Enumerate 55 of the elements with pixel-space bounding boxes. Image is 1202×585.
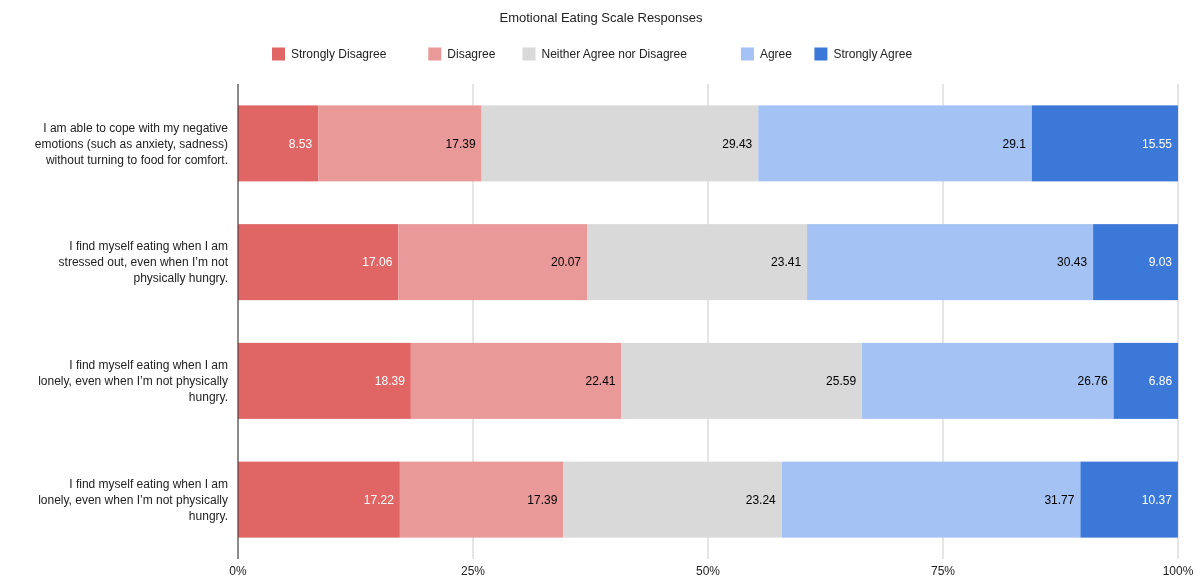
data-label: 20.07 xyxy=(550,255,582,270)
data-label: 8.53 xyxy=(288,136,313,151)
data-label: 15.55 xyxy=(1141,136,1173,151)
bar xyxy=(1031,105,1178,182)
bar xyxy=(238,461,400,538)
data-label: 10.37 xyxy=(1141,492,1173,507)
data-label: 30.43 xyxy=(1057,255,1088,270)
data-label: 31.77 xyxy=(1044,492,1075,507)
data-label: 17.39 xyxy=(445,136,476,151)
data-label: 17.39 xyxy=(527,492,558,507)
bar xyxy=(398,224,588,301)
data-label: 17.06 xyxy=(362,255,393,270)
legend-label: Neither Agree nor Disagree xyxy=(541,47,688,62)
bar xyxy=(781,461,1081,538)
data-label: 23.41 xyxy=(771,255,802,270)
data-label: 9.03 xyxy=(1148,255,1173,270)
legend-label: Strongly Agree xyxy=(833,47,913,62)
bar xyxy=(238,342,411,419)
data-label: 22.41 xyxy=(585,374,616,389)
bar xyxy=(238,224,399,301)
x-tick-label: 0% xyxy=(229,564,247,578)
bar xyxy=(1080,461,1178,538)
bar xyxy=(410,342,622,419)
bar xyxy=(758,105,1032,182)
bar xyxy=(1093,224,1178,301)
bar xyxy=(621,342,863,419)
legend-label: Disagree xyxy=(447,47,496,62)
data-label: 23.24 xyxy=(745,492,777,507)
bar xyxy=(238,105,319,182)
x-tick-label: 75% xyxy=(930,564,956,578)
y-tick-label: I am able to cope with my negative emotions (such as anxiety, sadness) without turning to food for comfort. xyxy=(34,120,229,167)
x-tick-label: 100% xyxy=(1162,564,1194,578)
bar xyxy=(318,105,482,182)
bar xyxy=(587,224,808,301)
x-tick-label: 50% xyxy=(695,564,721,578)
bar xyxy=(1113,342,1179,419)
data-label: 17.22 xyxy=(363,492,395,507)
data-label: 29.43 xyxy=(722,136,753,151)
x-tick-label: 25% xyxy=(460,564,486,578)
bar xyxy=(481,105,759,182)
chart-title: Emotional Eating Scale Responses xyxy=(499,10,704,25)
bar xyxy=(399,461,564,538)
bar xyxy=(563,461,782,538)
y-tick-label: I find myself eating when I am lonely, even when I’m not physically hungry. xyxy=(38,476,228,523)
bar xyxy=(862,342,1114,419)
data-label: 18.39 xyxy=(374,374,406,389)
legend-label: Agree xyxy=(759,47,793,62)
data-label: 6.86 xyxy=(1148,374,1173,389)
y-tick-label: I find myself eating when I am stressed out, even when I’m not physically hungry. xyxy=(58,239,229,286)
data-label: 29.1 xyxy=(1002,136,1027,151)
y-tick-label: I find myself eating when I am lonely, even when I’m not physically hungry. xyxy=(38,358,228,405)
data-label: 25.59 xyxy=(826,374,857,389)
data-label: 26.76 xyxy=(1077,374,1108,389)
bar xyxy=(807,224,1094,301)
legend-label: Strongly Disagree xyxy=(291,47,387,62)
